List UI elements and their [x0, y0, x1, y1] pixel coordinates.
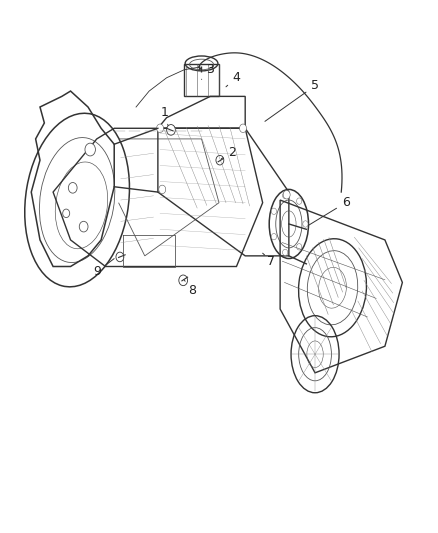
Circle shape — [240, 124, 247, 133]
Text: 5: 5 — [265, 79, 319, 122]
Circle shape — [283, 190, 290, 199]
Circle shape — [156, 124, 163, 133]
Circle shape — [79, 221, 88, 232]
Text: 1: 1 — [160, 106, 168, 126]
Circle shape — [63, 209, 70, 217]
Circle shape — [297, 198, 302, 204]
Text: 3: 3 — [201, 63, 214, 79]
Circle shape — [159, 185, 166, 193]
Text: 9: 9 — [93, 259, 114, 278]
Circle shape — [68, 182, 77, 193]
Circle shape — [297, 244, 302, 250]
Circle shape — [303, 221, 308, 227]
Text: 7: 7 — [263, 253, 276, 268]
Circle shape — [283, 192, 288, 199]
Circle shape — [116, 252, 124, 262]
Circle shape — [271, 208, 276, 214]
Circle shape — [271, 233, 276, 240]
Text: 2: 2 — [221, 146, 236, 159]
Circle shape — [216, 156, 224, 165]
Text: 4: 4 — [226, 71, 240, 87]
Circle shape — [283, 249, 288, 256]
Text: 8: 8 — [184, 280, 196, 297]
Circle shape — [166, 125, 175, 135]
Circle shape — [179, 275, 187, 286]
Circle shape — [85, 143, 95, 156]
Text: 6: 6 — [309, 196, 350, 225]
